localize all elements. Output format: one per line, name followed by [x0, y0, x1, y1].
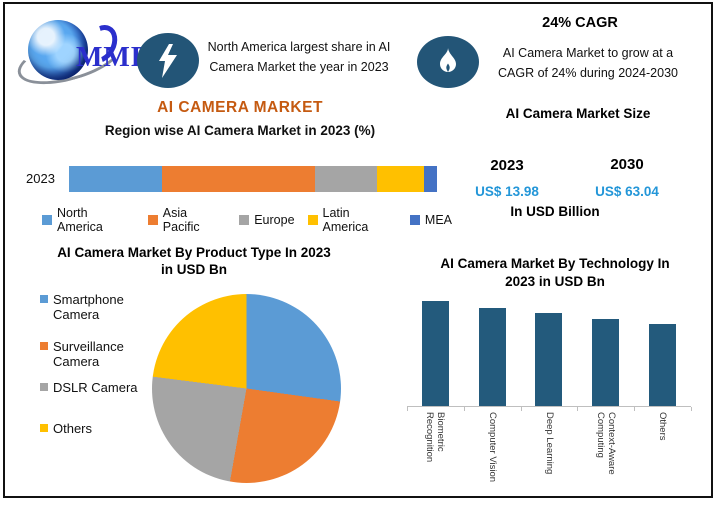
- axis-tick: [577, 407, 579, 411]
- surveillance-camera-swatch-icon: [40, 341, 48, 350]
- legend-label: Europe: [254, 213, 295, 227]
- bar-biometric-recognition: [421, 301, 449, 406]
- legend-item-surveillance-camera: Surveillance Camera: [40, 339, 152, 370]
- legend-item-asia-pacific: Asia Pacific: [147, 206, 226, 234]
- market-size-title: AI Camera Market Size: [505, 106, 651, 121]
- axis-tick: [691, 407, 692, 411]
- bar-deep-learning: [535, 313, 563, 406]
- market-size-year-2030: 2030: [610, 156, 644, 173]
- others-swatch-icon: [40, 423, 48, 432]
- pie-title-line1: AI Camera Market By Product Type In 2023: [57, 245, 331, 260]
- legend-label: Asia Pacific: [162, 206, 200, 234]
- market-size-value-2030: US$ 63.04: [595, 184, 659, 199]
- pie-title-line2: in USD Bn: [161, 261, 227, 277]
- pie-chart-title: AI Camera Market By Product Type In 2023…: [38, 245, 350, 279]
- legend-item-mea: MEA: [409, 213, 452, 227]
- flame-badge: [417, 36, 479, 88]
- axis-tick: [463, 407, 465, 411]
- legend-label: North America: [57, 206, 103, 234]
- legend-label: Smartphone Camera: [53, 292, 124, 323]
- mea-swatch-icon: [409, 215, 420, 225]
- technology-bar-chart: [407, 295, 691, 407]
- market-size-value-2023: US$ 13.98: [475, 184, 539, 199]
- axis-tick: [407, 407, 408, 411]
- tech-title-line2: 2023 in USD Bn: [505, 273, 605, 289]
- pie-legend: Smartphone Camera Surveillance Camera DS…: [40, 292, 152, 436]
- axis-label-context-aware-computing: Context-Aware Computing: [595, 412, 617, 475]
- asia-pacific-swatch-icon: [147, 215, 158, 225]
- cagr-heading: 24% CAGR: [542, 15, 618, 31]
- region-stacked-bar: [69, 166, 437, 192]
- product-type-pie-chart: [152, 294, 341, 483]
- bar-computer-vision: [478, 308, 506, 406]
- legend-item-europe: Europe: [239, 213, 295, 227]
- flame-icon: [440, 48, 456, 72]
- axis-label-deep-learning: Deep Learning: [543, 412, 555, 475]
- europe-swatch-icon: [239, 215, 250, 225]
- axis-label-others: Others: [657, 412, 668, 441]
- smartphone-camera-swatch-icon: [40, 295, 48, 303]
- legend-label: Latin America: [322, 206, 369, 234]
- legend-label: DSLR Camera: [53, 380, 138, 396]
- legend-item-latin-america: Latin America: [307, 206, 397, 234]
- globe-icon: [28, 20, 88, 80]
- region-bar-category-label: 2023: [26, 171, 55, 186]
- market-size-unit: In USD Billion: [510, 204, 600, 219]
- bar-others: [649, 324, 677, 406]
- latin-america-swatch-icon: [307, 215, 318, 225]
- segment-latin-america: [377, 166, 425, 192]
- axis-tick: [634, 407, 636, 411]
- mmr-logo: MMR: [12, 16, 160, 95]
- segment-europe: [314, 166, 378, 192]
- left-highlight-text: North America largest share in AI Camera…: [207, 40, 391, 74]
- legend-item-smartphone-camera: Smartphone Camera: [40, 292, 152, 323]
- north-america-swatch-icon: [42, 215, 52, 225]
- tech-chart-title: AI Camera Market By Technology In 2023 i…: [410, 255, 700, 290]
- segment-mea: [424, 166, 437, 192]
- segment-north-america: [69, 166, 163, 192]
- axis-label-biometric-recognition: Biometric Recognition: [424, 412, 446, 463]
- region-legend: North America Asia Pacific Europe Latin …: [42, 206, 452, 234]
- bar-context-aware-computing: [592, 319, 620, 406]
- legend-item-north-america: North America: [42, 206, 135, 234]
- segment-asia-pacific: [162, 166, 315, 192]
- legend-item-others: Others: [40, 421, 152, 436]
- legend-label: Others: [53, 420, 93, 436]
- legend-label: Surveillance Camera: [53, 338, 124, 369]
- axis-tick: [520, 407, 522, 411]
- right-highlight-text: AI Camera Market to grow at a CAGR of 24…: [498, 46, 678, 80]
- lightning-badge: [137, 33, 199, 88]
- tech-title-line1: AI Camera Market By Technology In: [440, 256, 670, 271]
- page-title: AI CAMERA MARKET: [157, 99, 323, 116]
- legend-item-dslr-camera: DSLR Camera: [40, 380, 152, 395]
- outer-border: [3, 2, 713, 498]
- axis-label-computer-vision: Computer Vision: [487, 412, 498, 483]
- legend-label: MEA: [424, 213, 452, 227]
- region-chart-title: Region wise AI Camera Market in 2023 (%): [104, 123, 376, 138]
- lightning-bolt-icon: [159, 43, 177, 78]
- market-size-year-2023: 2023: [490, 157, 524, 174]
- dslr-camera-swatch-icon: [40, 383, 48, 392]
